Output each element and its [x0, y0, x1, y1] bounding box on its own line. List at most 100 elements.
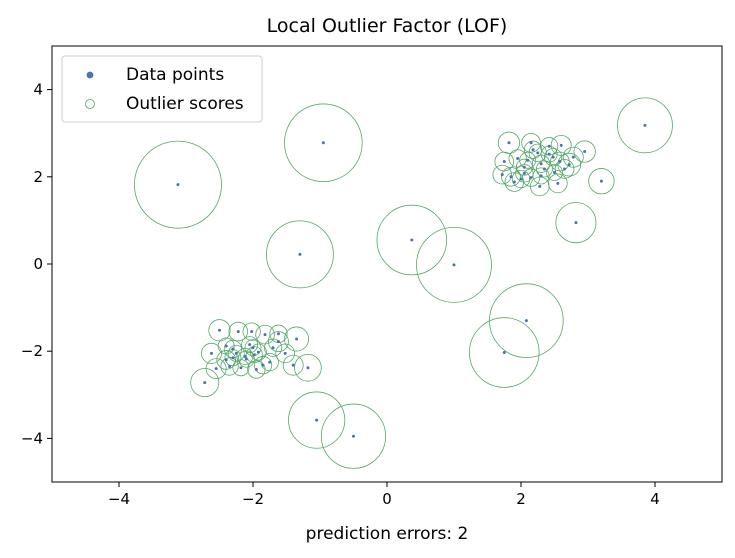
data-point [559, 143, 563, 147]
data-point [558, 160, 562, 164]
data-point [276, 332, 280, 336]
x-tick-label: 0 [382, 490, 392, 508]
outlier-score-circle [554, 159, 575, 179]
data-point [563, 167, 567, 171]
y-tick-label: −2 [21, 342, 43, 360]
data-point [551, 155, 555, 159]
data-point [538, 184, 542, 188]
data-point [410, 238, 414, 242]
data-point [263, 333, 267, 337]
y-tick-label: 2 [33, 168, 43, 186]
data-point [315, 418, 319, 422]
outlier-score-circle [562, 146, 584, 168]
x-tick-label: 4 [650, 490, 660, 508]
x-axis-label: prediction errors: 2 [306, 524, 469, 544]
outlier-score-circle [284, 103, 363, 183]
data-point [250, 330, 254, 334]
data-point [547, 144, 551, 148]
outlier-score-circle [492, 164, 513, 185]
chart-title: Local Outlier Factor (LOF) [267, 15, 508, 37]
data-point [522, 171, 526, 175]
outlier-score-circle [416, 226, 492, 303]
data-point [224, 344, 228, 348]
outlier-score-circle [247, 360, 266, 379]
data-point [502, 351, 506, 355]
outlier-score-circle [376, 204, 448, 276]
outlier-score-circle [253, 356, 273, 375]
outlier-score-circle [241, 336, 259, 354]
data-point [228, 364, 232, 368]
outlier-score-circle [288, 391, 346, 449]
data-point [271, 346, 275, 350]
data-point [531, 148, 535, 152]
y-tick-label: −4 [21, 429, 43, 447]
outlier-score-circle [242, 322, 261, 341]
data-point [251, 346, 255, 350]
outlier-score-circle [228, 321, 249, 342]
outlier-score-circle [515, 164, 534, 183]
data-point [512, 180, 516, 184]
outlier-score-circle [294, 353, 322, 382]
data-point [298, 252, 302, 256]
data-point [571, 155, 575, 159]
data-point [539, 174, 543, 178]
outlier-score-circle [263, 338, 283, 357]
legend-label-data-points: Data points [126, 65, 224, 85]
outlier-score-circle [284, 326, 310, 352]
outlier-score-circle [268, 331, 289, 353]
outlier-score-circles [134, 97, 673, 469]
data-point [574, 221, 578, 225]
outlier-score-circle [573, 140, 596, 163]
outlier-score-circle [523, 140, 543, 159]
data-point [556, 181, 560, 185]
x-tick-label: −2 [242, 490, 264, 508]
outlier-score-circle [190, 368, 220, 398]
data-point [502, 160, 506, 164]
data-point [214, 367, 218, 371]
data-point [231, 347, 235, 351]
data-point [500, 173, 504, 177]
y-tick-label: 0 [33, 255, 43, 273]
outlier-score-circle [201, 342, 222, 364]
outlier-score-circle [521, 168, 541, 187]
data-point [261, 363, 265, 367]
data-point [507, 141, 511, 145]
data-point [509, 175, 513, 179]
data-point [553, 170, 556, 174]
legend: Data points Outlier scores [61, 55, 263, 123]
data-point [176, 183, 180, 187]
data-point [522, 165, 526, 169]
outlier-score-circle [511, 169, 531, 189]
outlier-score-circle [546, 164, 563, 181]
data-point [236, 330, 240, 334]
data-point [526, 158, 530, 162]
data-point [306, 366, 310, 370]
data-point [529, 176, 533, 180]
data-point [283, 351, 287, 355]
outlier-score-circle [528, 143, 547, 162]
data-point [321, 141, 325, 145]
data-point [352, 434, 355, 438]
data-point [599, 179, 603, 183]
outlier-score-circle [521, 133, 541, 153]
data-point [224, 358, 228, 362]
outlier-score-circle [588, 168, 615, 195]
x-tick-label: 2 [516, 490, 526, 508]
outlier-score-circle [617, 97, 673, 154]
outlier-score-circle [555, 202, 597, 244]
y-axis: −4 −2 0 2 4 [21, 81, 52, 447]
legend-label-outlier-scores: Outlier scores [126, 94, 244, 114]
data-point [203, 381, 207, 385]
plot-area [134, 97, 673, 469]
outlier-score-circle [265, 220, 334, 289]
data-point [536, 151, 540, 155]
outlier-score-circle [134, 140, 222, 229]
data-point [524, 319, 528, 323]
data-point [234, 351, 238, 355]
legend-marker-outlier-scores [85, 99, 95, 109]
data-point [256, 350, 260, 354]
data-point [547, 152, 551, 156]
data-point [244, 357, 248, 361]
data-point [539, 162, 543, 166]
